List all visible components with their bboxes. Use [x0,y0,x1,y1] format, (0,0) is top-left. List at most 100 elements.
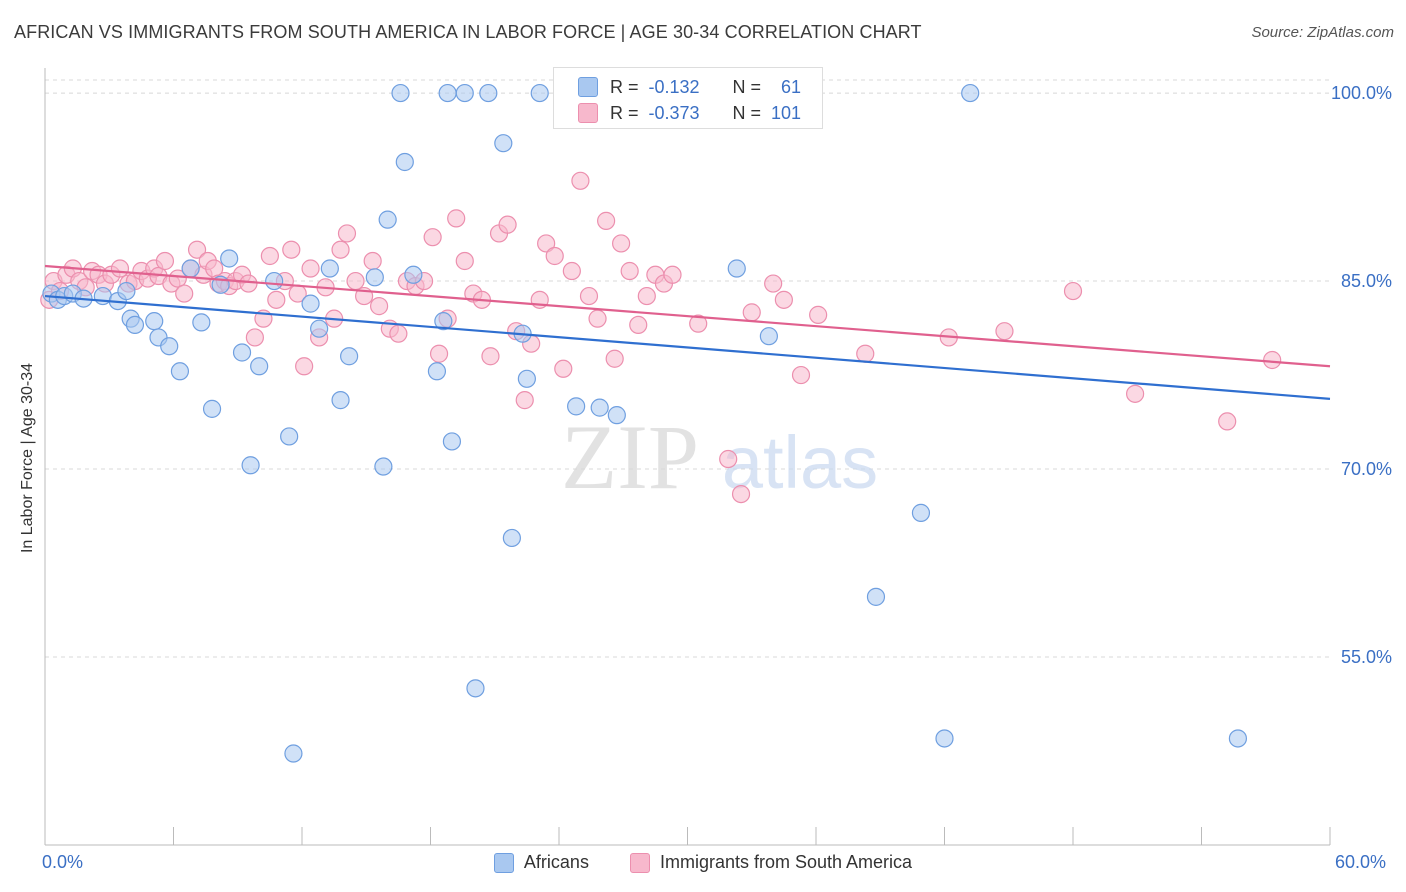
africans-point [434,312,453,331]
immigrants-trend-line [44,264,1331,368]
immigrants-point [245,328,264,347]
immigrants-point [537,234,556,253]
watermark-zip: ZIP [561,406,699,508]
immigrants-point [597,211,616,230]
immigrants-point [620,261,639,281]
legend-label-immigrants: Immigrants from South America [659,852,913,872]
immigrants-point [498,215,517,234]
africans-point [502,528,521,548]
immigrants-point [260,246,279,266]
immigrants-point [282,240,301,259]
y-axis-title: In Labor Force | Age 30-34 [19,362,36,554]
africans-point [404,265,423,284]
immigrants-swatch [578,103,598,123]
africans-point [530,83,549,103]
immigrants-point [389,324,408,343]
immigrants-point [1126,384,1145,403]
legend-swatch-immigrants [629,852,650,873]
africans-trend-line [44,294,1331,400]
r-value: -0.373 [648,102,700,123]
africans-point [438,83,457,103]
africans-point [866,587,886,606]
immigrants-point [774,290,793,309]
immigrants-point [337,224,357,243]
immigrants-point [239,274,258,293]
immigrants-point [267,290,286,309]
africans-point [284,744,303,763]
africans-point [192,313,211,332]
africans-point [250,357,269,376]
immigrants-point [571,171,590,190]
africans-point [202,399,222,418]
immigrants-point [731,484,751,504]
y-tick-label: 85.0% [1341,271,1392,291]
immigrants-point [588,309,607,328]
africans-point [727,259,746,278]
africans-point [494,134,513,153]
immigrants-point [689,314,708,333]
africans-point [331,391,350,410]
africans-point [1228,729,1248,748]
immigrants-point [612,234,631,253]
immigrants-point [346,271,365,291]
africans-point [232,343,252,362]
immigrants-point [629,315,648,335]
n-label: N = [732,102,762,123]
africans-point [935,729,954,748]
immigrants-point [562,261,581,281]
y-tick-label: 100.0% [1331,83,1392,103]
africans-point [427,362,447,381]
immigrants-point [295,357,314,376]
legend-swatch-africans [493,852,514,873]
africans-point [455,83,474,103]
immigrants-point [554,359,573,378]
trend-lines [44,264,1331,400]
immigrants-point [481,347,500,366]
immigrants-point [301,259,320,278]
africans-point [517,369,536,388]
immigrants-point [1218,412,1237,431]
legend-item-immigrants[interactable]: Immigrants from South America [629,852,913,873]
y-tick-label: 70.0% [1341,459,1392,479]
legend: Africans Immigrants from South America [0,852,1406,878]
immigrants-point [1263,350,1282,370]
africans-point [442,432,462,451]
africans-point [125,315,145,335]
immigrants-point [637,286,656,306]
immigrants-point [110,259,130,278]
immigrants-point [168,269,187,288]
r-label: R = [610,102,639,123]
y-tick-labels: 55.0% 70.0% 85.0% 100.0% [1331,83,1392,667]
immigrants-point [809,305,828,324]
r-value: -0.132 [648,76,700,97]
africans-point [310,319,329,338]
y-tick-label: 55.0% [1341,647,1392,667]
africans-swatch [578,77,598,97]
immigrants-point [545,246,564,266]
africans-point [479,83,498,103]
africans-point [301,294,320,313]
africans-point [340,347,359,366]
immigrants-point [515,391,534,410]
immigrants-point [331,240,350,259]
africans-point [160,337,179,356]
africans-point [391,83,410,103]
immigrants-point [742,303,761,322]
chart-title: AFRICAN VS IMMIGRANTS FROM SOUTH AMERICA… [14,22,922,42]
africans-point [365,268,384,287]
africans-point [590,398,609,417]
africans-point [265,271,284,291]
africans-point [117,281,136,301]
africans-point [374,457,393,476]
africans-point [759,327,778,346]
africans-point [607,406,626,425]
africans-point [170,362,190,381]
immigrants-point [447,209,466,228]
immigrants-point [764,274,783,293]
africans-point [567,397,586,416]
gridlines [45,79,1330,658]
legend-item-africans[interactable]: Africans [493,852,589,873]
stats-row-africans: R = -0.132 N = 61 [578,74,801,100]
africans-point [378,210,397,229]
immigrants-point [455,251,474,271]
